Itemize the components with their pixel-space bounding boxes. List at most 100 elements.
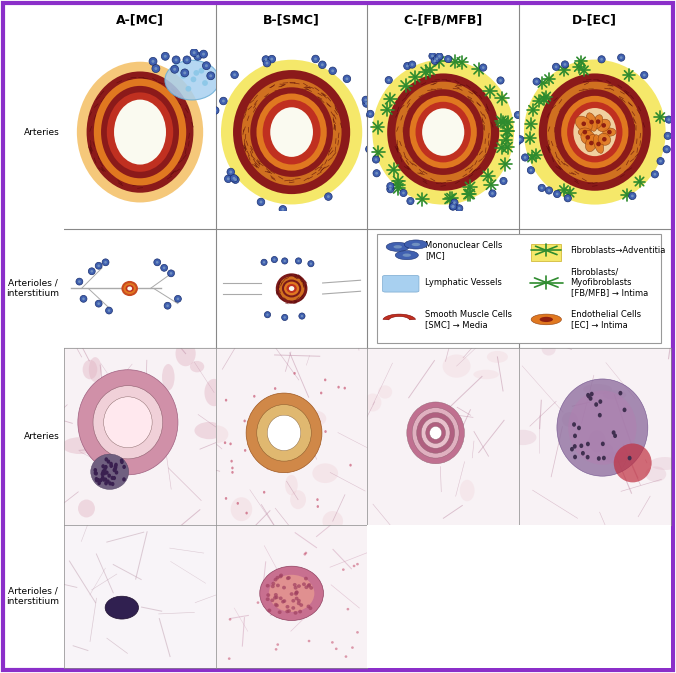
Circle shape <box>113 467 117 471</box>
Circle shape <box>264 584 268 587</box>
Circle shape <box>180 73 186 79</box>
Circle shape <box>97 478 100 482</box>
Circle shape <box>533 78 540 85</box>
Circle shape <box>538 184 546 192</box>
Circle shape <box>295 591 299 595</box>
Circle shape <box>318 61 326 69</box>
Circle shape <box>620 57 623 59</box>
Circle shape <box>97 302 100 305</box>
Ellipse shape <box>231 497 252 521</box>
Circle shape <box>556 192 558 195</box>
Ellipse shape <box>87 71 193 192</box>
Circle shape <box>304 586 308 589</box>
Circle shape <box>102 478 105 482</box>
Ellipse shape <box>387 73 499 190</box>
Circle shape <box>602 456 606 460</box>
Circle shape <box>404 240 427 249</box>
Ellipse shape <box>421 417 450 448</box>
Circle shape <box>366 145 373 153</box>
Text: A-[MC]: A-[MC] <box>116 13 164 27</box>
Circle shape <box>365 102 368 105</box>
Circle shape <box>436 52 443 60</box>
Ellipse shape <box>416 102 471 162</box>
Circle shape <box>307 584 311 588</box>
Circle shape <box>294 592 298 596</box>
Circle shape <box>244 449 246 452</box>
Circle shape <box>301 460 304 463</box>
Ellipse shape <box>62 437 97 454</box>
Circle shape <box>76 278 83 285</box>
Ellipse shape <box>416 413 454 453</box>
Circle shape <box>613 433 617 438</box>
Circle shape <box>78 280 80 283</box>
Circle shape <box>274 578 278 581</box>
Circle shape <box>602 123 606 128</box>
Circle shape <box>279 596 283 600</box>
Circle shape <box>196 55 199 58</box>
Ellipse shape <box>312 463 338 483</box>
Circle shape <box>479 64 487 71</box>
Ellipse shape <box>122 389 133 406</box>
Circle shape <box>667 135 669 137</box>
Ellipse shape <box>195 422 224 439</box>
Circle shape <box>438 55 441 58</box>
Circle shape <box>170 272 172 275</box>
Circle shape <box>222 100 225 102</box>
Circle shape <box>387 79 390 81</box>
Circle shape <box>612 430 616 435</box>
Ellipse shape <box>407 402 464 464</box>
Ellipse shape <box>426 422 445 444</box>
Text: Mononuclear Cells
[MC]: Mononuclear Cells [MC] <box>425 241 502 260</box>
Circle shape <box>282 258 288 264</box>
Circle shape <box>82 297 84 300</box>
Circle shape <box>667 118 670 121</box>
Circle shape <box>286 576 290 580</box>
Circle shape <box>572 422 576 427</box>
Circle shape <box>570 447 574 452</box>
Circle shape <box>663 145 671 153</box>
Circle shape <box>297 584 301 588</box>
Text: Endothelial Cells
[EC] → Intima: Endothelial Cells [EC] → Intima <box>571 310 641 329</box>
Circle shape <box>185 86 191 92</box>
Circle shape <box>327 195 330 198</box>
Ellipse shape <box>422 108 464 156</box>
Circle shape <box>664 133 671 139</box>
Circle shape <box>583 130 587 135</box>
Circle shape <box>101 476 105 480</box>
Circle shape <box>266 593 270 597</box>
Circle shape <box>264 58 267 61</box>
Circle shape <box>104 481 107 485</box>
Circle shape <box>594 402 598 406</box>
Circle shape <box>154 259 161 266</box>
Circle shape <box>308 583 311 587</box>
Ellipse shape <box>82 360 97 380</box>
Circle shape <box>577 425 581 430</box>
Circle shape <box>271 256 277 262</box>
Circle shape <box>304 553 306 555</box>
Circle shape <box>180 69 189 77</box>
Ellipse shape <box>270 107 313 157</box>
Circle shape <box>349 464 352 466</box>
Circle shape <box>273 596 277 600</box>
Circle shape <box>309 586 313 590</box>
Circle shape <box>404 63 411 69</box>
Ellipse shape <box>602 444 614 462</box>
Circle shape <box>402 192 405 194</box>
Circle shape <box>302 582 306 586</box>
Circle shape <box>293 611 297 614</box>
Ellipse shape <box>124 283 136 294</box>
Circle shape <box>386 242 409 252</box>
Circle shape <box>257 602 260 604</box>
Circle shape <box>210 74 212 77</box>
Circle shape <box>369 113 372 116</box>
Circle shape <box>409 200 412 203</box>
Circle shape <box>220 97 227 105</box>
Ellipse shape <box>165 61 219 100</box>
Circle shape <box>105 307 112 314</box>
Circle shape <box>665 148 668 151</box>
Circle shape <box>482 66 485 69</box>
Circle shape <box>274 596 279 599</box>
Circle shape <box>234 178 237 181</box>
Circle shape <box>151 60 155 63</box>
Ellipse shape <box>107 92 173 172</box>
